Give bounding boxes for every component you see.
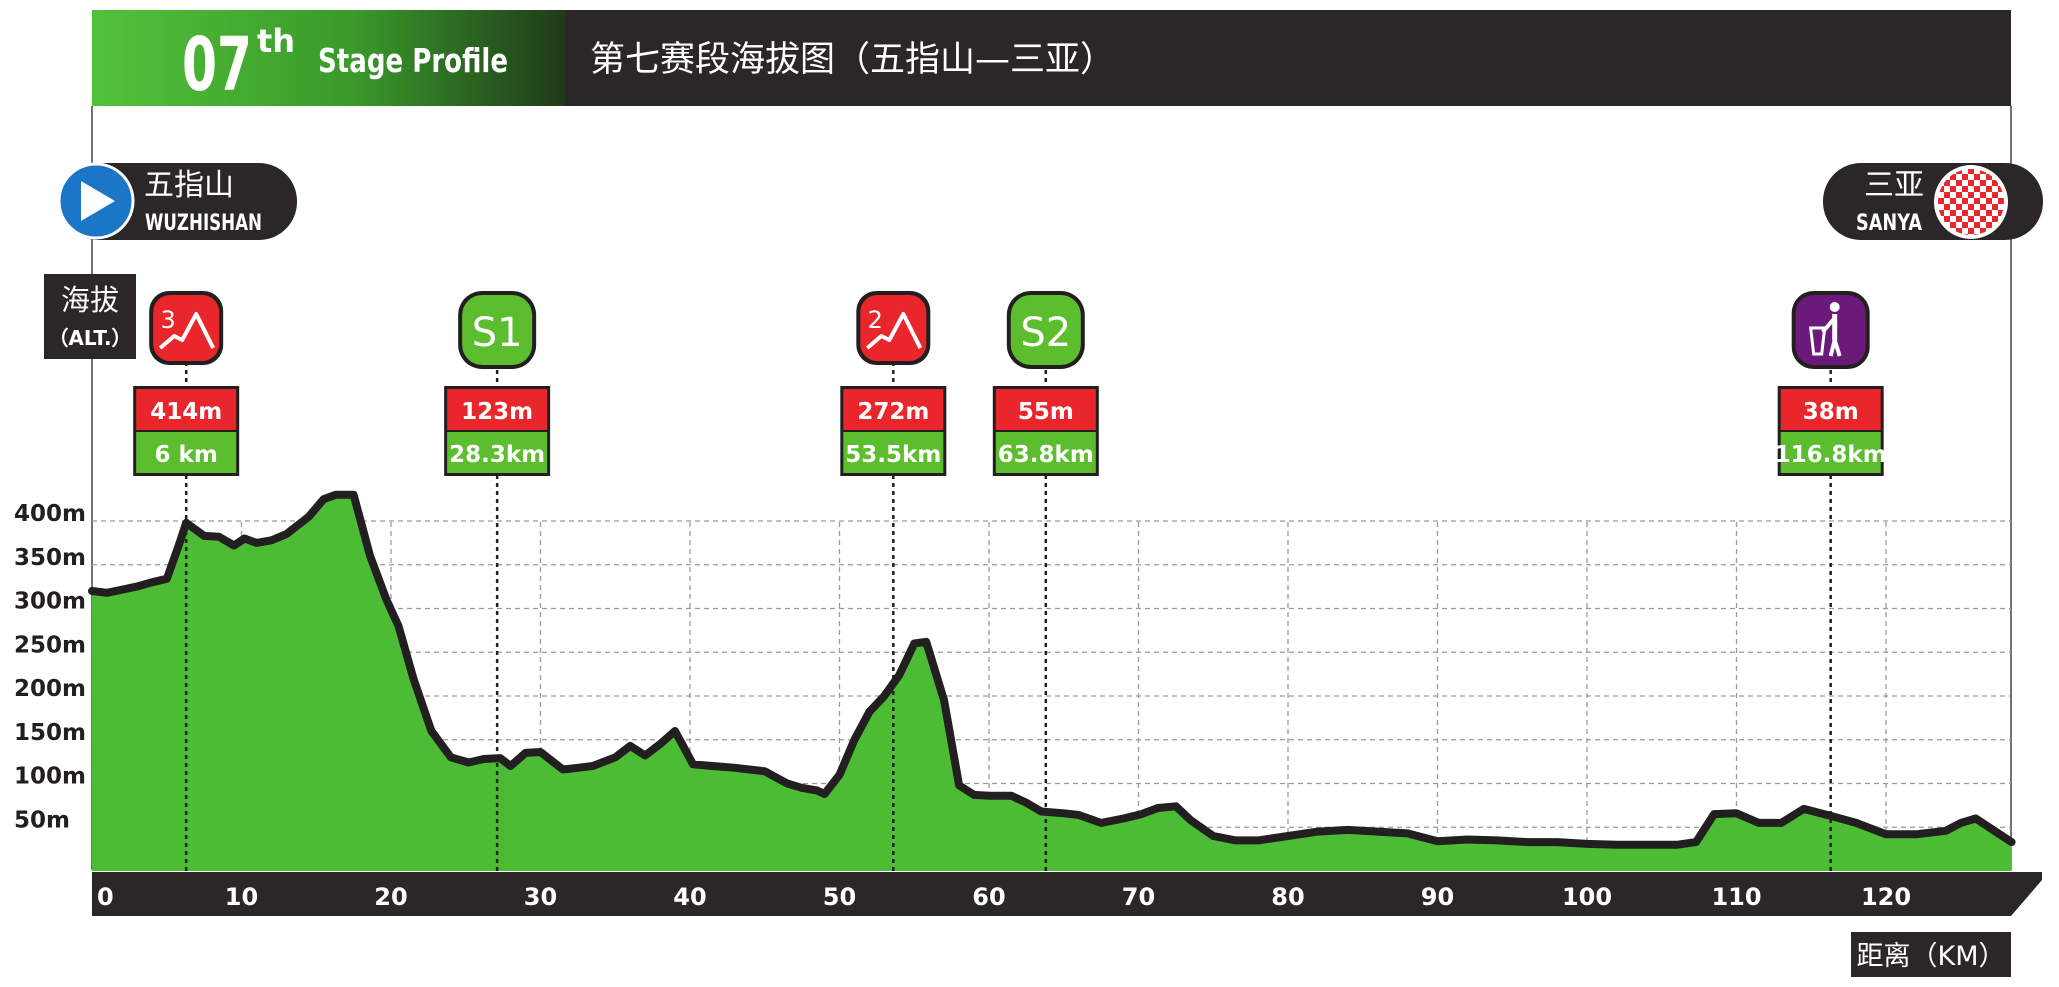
x-tick-label: 70 (1122, 883, 1155, 911)
start-name-cn: 五指山 (144, 168, 234, 203)
markers: 3 414m 6 km S1 123m 28.3km 2 272m 53.5km S2 55m 63.… (133, 291, 1887, 871)
x-tick-label: 110 (1711, 883, 1761, 911)
x-tick-label: 90 (1421, 883, 1454, 911)
y-tick-label: 150m (14, 720, 86, 746)
finish-name-cn: 三亚 (1864, 168, 1924, 203)
header-bar: 07 th Stage Profile 第七赛段海拔图（五指山—三亚） (92, 10, 2011, 108)
sprint-label: S1 (472, 310, 523, 356)
x-axis-ticks: 0 10 20 30 40 50 60 70 80 90 100 110 120 (97, 883, 1911, 911)
y-axis-title-en: （ALT.） (48, 326, 131, 350)
x-axis-title-text: 距离（KM） (1856, 941, 2005, 972)
climb-category-label: 2 (868, 306, 883, 334)
y-tick-label: 400m (14, 501, 86, 527)
marker-altitude: 55m (1018, 399, 1074, 425)
y-tick-label: 50m (14, 807, 70, 833)
marker-altitude: 414m (150, 399, 222, 425)
x-tick-label: 10 (225, 883, 258, 911)
marker-distance: 28.3km (449, 442, 545, 468)
climb-category-label: 3 (161, 306, 176, 334)
x-axis-title: 距离（KM） (1851, 932, 2011, 977)
marker-altitude: 38m (1803, 399, 1859, 425)
x-tick-label: 20 (374, 883, 407, 911)
climb-icon: 3 (149, 291, 224, 365)
stage-number: 07 (182, 22, 252, 108)
marker-distance: 63.8km (998, 442, 1094, 468)
y-tick-label: 100m (14, 764, 86, 790)
start-name-en: WUZHISHAN (145, 211, 262, 236)
y-axis-title: 海拔 （ALT.） (44, 274, 136, 359)
profile-area (92, 494, 2012, 871)
y-axis-title-cn: 海拔 (61, 283, 119, 317)
sprint-label: S2 (1020, 310, 1071, 356)
x-tick-label: 60 (972, 883, 1005, 911)
x-tick-label: 50 (823, 883, 856, 911)
start-badge: 五指山 WUZHISHAN (57, 162, 297, 240)
stage-number-suffix: th (257, 22, 295, 60)
y-tick-label: 350m (14, 545, 86, 571)
x-tick-label: 100 (1562, 883, 1612, 911)
marker-distance: 53.5km (845, 442, 941, 468)
x-tick-label: 30 (524, 883, 557, 911)
marker-sprint-4: S2 55m 63.8km (992, 291, 1099, 871)
feed-zone-icon (1791, 291, 1870, 369)
marker-distance: 116.8km (1775, 442, 1887, 468)
marker-climb-1: 3 414m 6 km (133, 291, 240, 871)
y-tick-label: 250m (14, 632, 86, 658)
x-tick-label: 80 (1271, 883, 1304, 911)
x-tick-label: 0 (97, 883, 114, 911)
sprint-icon: S2 (1006, 291, 1085, 369)
page-title: 第七赛段海拔图（五指山—三亚） (590, 40, 1115, 80)
y-tick-label: 200m (14, 676, 86, 702)
stage-profile-label: Stage Profile (318, 41, 508, 80)
y-axis-ticks: 50m 100m 150m 200m 250m 300m 350m 400m (14, 501, 86, 833)
y-tick-label: 300m (14, 589, 86, 615)
x-axis-bar (92, 872, 2042, 916)
sprint-icon: S1 (458, 291, 537, 369)
marker-climb-3: 2 272m 53.5km (840, 291, 947, 871)
profile-line (88, 490, 2016, 849)
marker-feed-zone-5: 38m 116.8km (1775, 291, 1887, 871)
marker-distance: 6 km (155, 442, 218, 468)
finish-name-en: SANYA (1856, 211, 1922, 236)
finish-badge: 三亚 SANYA (1823, 163, 2043, 240)
climb-icon: 2 (856, 291, 931, 365)
x-tick-label: 40 (673, 883, 706, 911)
marker-sprint-2: S1 123m 28.3km (444, 291, 551, 871)
marker-altitude: 123m (461, 399, 533, 425)
marker-altitude: 272m (857, 399, 929, 425)
x-tick-label: 120 (1861, 883, 1911, 911)
